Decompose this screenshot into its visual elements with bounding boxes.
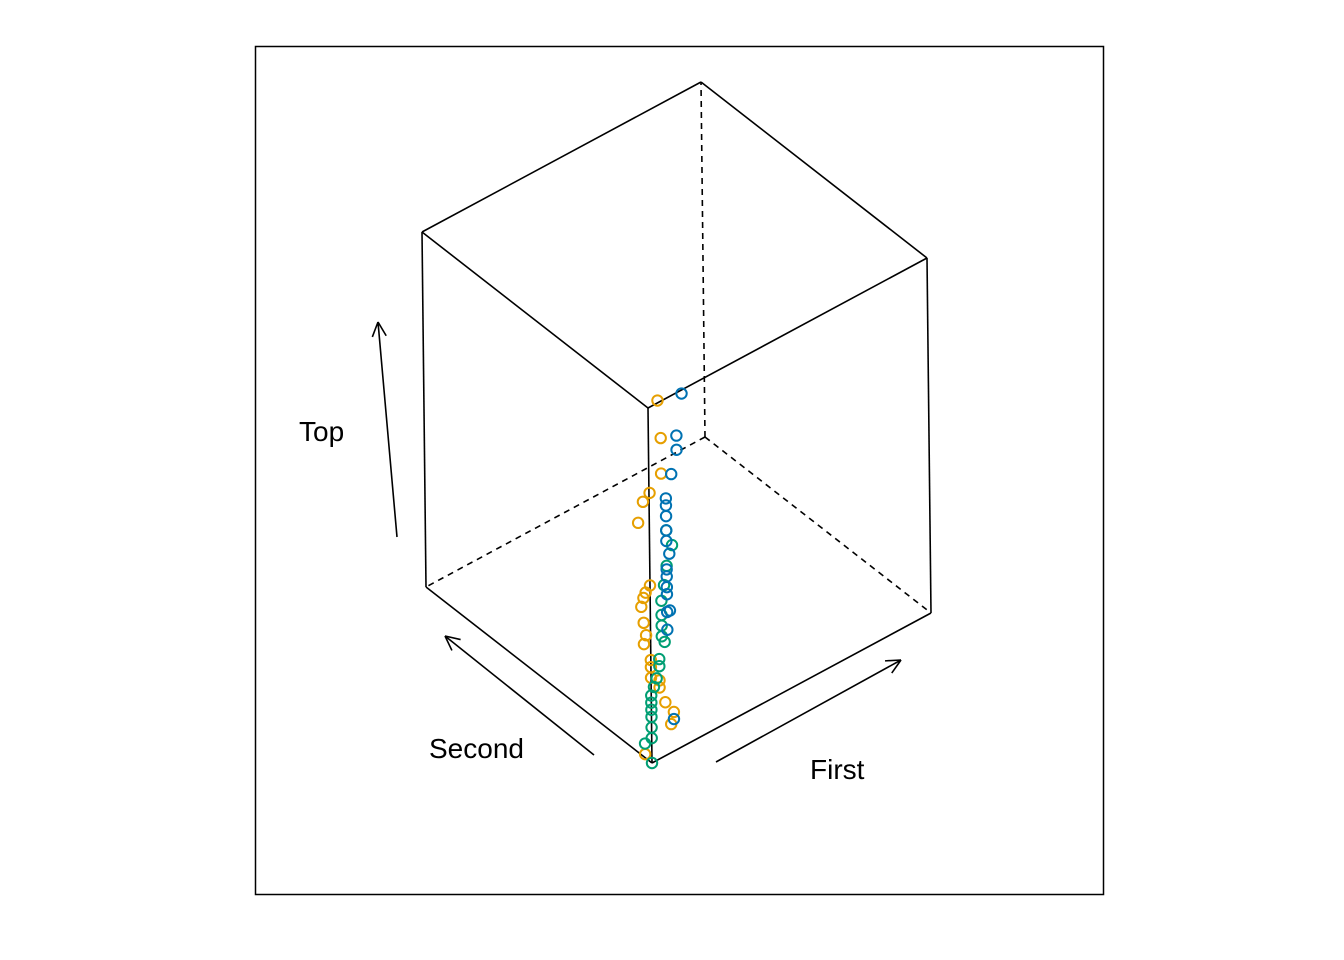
data-point-series-3 [660, 534, 673, 548]
data-point-series-2 [645, 703, 658, 716]
data-point-series-3 [663, 547, 676, 560]
data-point-series-2 [658, 635, 671, 649]
box-edge-hidden [425, 436, 706, 588]
data-point-series-1 [636, 495, 650, 509]
axis-label-top: Top [299, 416, 344, 447]
data-point-series-1 [644, 653, 658, 667]
axis-arrows [371, 321, 902, 763]
box-edge [425, 586, 653, 764]
data-point-series-2 [638, 737, 652, 750]
data-point-series-3 [659, 492, 673, 505]
box-edge-hidden [704, 436, 932, 614]
plot-frame [254, 45, 1105, 896]
box-edge [647, 257, 928, 409]
data-point-series-3 [659, 499, 673, 512]
box-edge [700, 81, 928, 259]
arrow-first-head [884, 659, 902, 662]
data-point-series-1 [637, 616, 650, 630]
data-point-series-1 [635, 600, 648, 614]
arrow-second-head [444, 635, 461, 641]
data-point-series-3 [665, 467, 678, 481]
box-edge [421, 231, 649, 409]
data-point-series-3 [660, 563, 673, 576]
data-point-series-3 [667, 712, 681, 726]
arrow-first [715, 659, 902, 763]
data-point-series-3 [663, 604, 677, 617]
data-point-series-3 [660, 524, 673, 537]
data-points [631, 387, 688, 770]
data-point-series-2 [645, 689, 658, 702]
box-edge [421, 81, 702, 233]
data-point-series-2 [645, 756, 659, 770]
axis-label-first: First [810, 754, 865, 785]
data-point-series-3 [660, 580, 674, 594]
data-point-series-1 [659, 696, 672, 709]
data-point-series-3 [670, 443, 683, 456]
data-point-series-3 [659, 509, 673, 523]
data-point-series-1 [637, 637, 651, 651]
data-point-series-1 [654, 467, 668, 480]
axis-label-second: Second [429, 733, 524, 764]
data-point-series-3 [675, 387, 688, 400]
arrow-top-head [377, 321, 387, 337]
data-point-series-2 [645, 696, 658, 709]
box-edge [421, 231, 427, 588]
data-point-series-3 [670, 429, 683, 442]
data-point-series-3 [660, 588, 674, 601]
data-point-series-1 [643, 486, 656, 500]
arrow-top-head [371, 321, 379, 338]
box-edge [647, 407, 653, 764]
box-edge [651, 612, 932, 764]
data-point-series-1 [651, 394, 664, 407]
box-edge [926, 257, 932, 614]
bounding-box [421, 81, 932, 764]
data-point-series-1 [667, 705, 681, 719]
data-point-series-3 [661, 623, 674, 636]
arrow-second [444, 635, 595, 756]
arrow-top [377, 321, 398, 538]
data-point-series-1 [654, 431, 667, 445]
data-point-series-1 [631, 516, 645, 530]
data-point-series-2 [653, 652, 666, 666]
arrow-second-head [444, 635, 453, 651]
data-point-series-2 [655, 594, 668, 607]
data-point-series-2 [653, 660, 666, 673]
box-edge-hidden [700, 81, 706, 438]
arrow-first-head [891, 659, 902, 674]
